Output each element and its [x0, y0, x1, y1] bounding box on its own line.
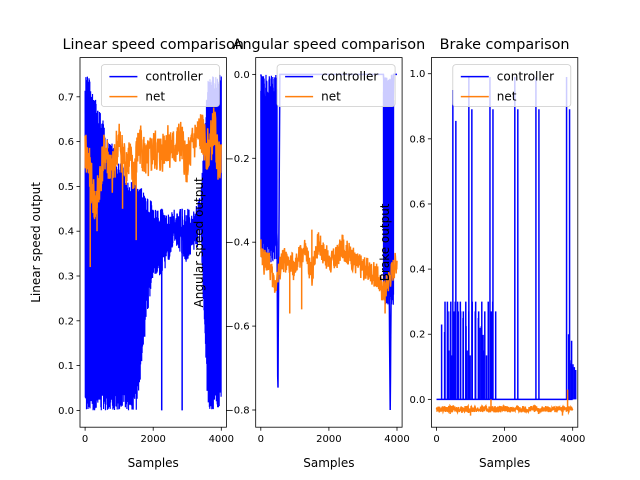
legend-label-controller: controller	[497, 70, 554, 84]
plot-area: 0 2000 4000 0.0 −0.2 −0.4 −0.6 −0.8 controller ne…	[225, 57, 410, 445]
series-line-net	[84, 107, 223, 220]
series-line-net	[260, 232, 398, 301]
x-tick-label: 2000	[316, 434, 341, 445]
y-tick-label: 0.7	[58, 92, 74, 103]
panel-brake: Brake comparison 0 2000 4000 0.0 0.2 0.4 0.6 0.…	[378, 37, 585, 470]
y-tick-label: 0.3	[58, 272, 74, 283]
panel-title: Angular speed comparison	[233, 37, 426, 53]
series-group	[84, 74, 223, 411]
y-tick-label: 0.0	[234, 70, 250, 81]
x-tick-label: 0	[258, 434, 264, 445]
legend-label-controller: controller	[145, 70, 202, 84]
y-tick-label: 0.2	[409, 330, 425, 341]
x-axis-label: Samples	[479, 456, 530, 470]
x-tick-label: 0	[433, 434, 439, 445]
x-tick-label: 2000	[492, 434, 517, 445]
y-tick-label: 0.6	[58, 137, 74, 148]
y-tick-label: 0.4	[409, 265, 425, 276]
y-tick-label: 0.2	[58, 316, 74, 327]
x-tick-label: 4000	[384, 434, 409, 445]
series-controller	[436, 76, 577, 401]
y-tick-label: −0.6	[225, 322, 249, 333]
y-tick-label: 0.0	[409, 395, 425, 406]
y-axis-label: Angular speed output	[192, 177, 206, 307]
y-tick-label: −0.8	[225, 405, 249, 416]
plot-area: 0 2000 4000 0.0 0.2 0.4 0.6 0.8 1.0 controller net	[409, 57, 585, 445]
y-tick-label: 0.4	[58, 227, 74, 238]
y-tick-label: −0.2	[225, 154, 249, 165]
legend-label-net: net	[497, 90, 517, 104]
y-axis-label: Linear speed output	[29, 182, 43, 303]
y-tick-label: 1.0	[409, 69, 425, 80]
y-tick-label: 0.5	[58, 182, 74, 193]
y-tick-label: 0.1	[58, 361, 74, 372]
panel-linear-speed: Linear speed comparison 0 2000 40000.00.10…	[29, 37, 244, 470]
y-tick-label: 0.8	[409, 134, 425, 145]
series-band-controller	[260, 74, 278, 263]
x-tick-label: 4000	[209, 434, 234, 445]
plot-area: 0 2000 4000 0.0 0.1 0.2 0.3 0.4 0.5 0.6 0.7 control…	[58, 57, 234, 445]
series-net	[260, 229, 398, 314]
series-group	[435, 76, 577, 416]
x-axis-label: Samples	[303, 456, 354, 470]
series-line-controller	[84, 74, 222, 411]
panel-title: Linear speed comparison	[63, 37, 244, 53]
x-tick-label: 2000	[140, 434, 165, 445]
y-tick-label: −0.4	[225, 238, 249, 249]
series-net	[435, 389, 574, 416]
y-axis-label: Brake output	[378, 203, 392, 281]
legend-label-net: net	[321, 90, 341, 104]
legend: controller net	[276, 64, 396, 107]
panel-title: Brake comparison	[440, 37, 570, 53]
x-axis-label: Samples	[128, 456, 179, 470]
series-net	[84, 107, 223, 268]
legend-label-controller: controller	[321, 70, 378, 84]
series-controller	[84, 74, 222, 411]
y-tick-label: 0.0	[58, 406, 74, 417]
y-tick-label: 0.6	[409, 199, 425, 210]
series-line-net	[435, 403, 574, 416]
panel-angular-speed: Angular speed comparison 0 2000 4000 0.0 −0.…	[192, 37, 425, 470]
legend-label-net: net	[145, 90, 165, 104]
x-tick-label: 0	[82, 434, 88, 445]
legend: controller net	[101, 64, 220, 107]
legend: controller net	[452, 64, 572, 107]
x-tick-label: 4000	[560, 434, 585, 445]
